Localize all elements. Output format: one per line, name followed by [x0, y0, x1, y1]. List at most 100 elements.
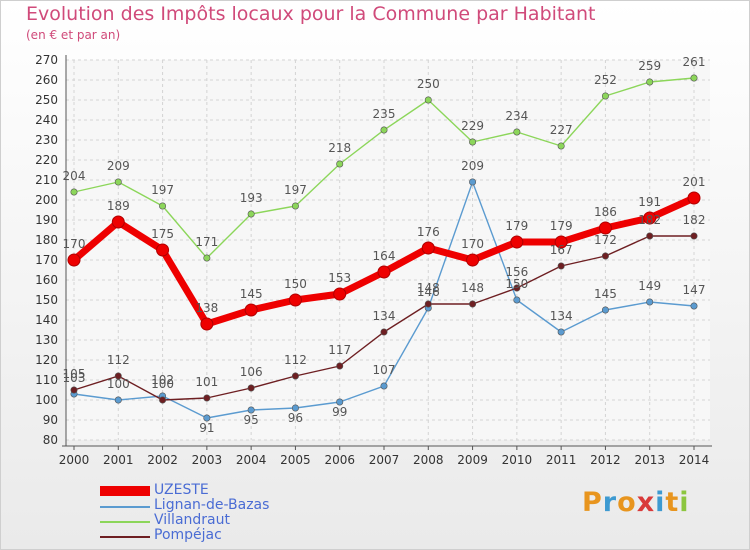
- data-label-uzeste: 179: [505, 219, 528, 233]
- data-label-villandraut: 197: [151, 183, 174, 197]
- data-point-villandraut: [70, 188, 78, 196]
- x-tick-label: 2009: [457, 453, 488, 467]
- data-label-uzeste: 176: [417, 225, 440, 239]
- data-point-uzeste: [554, 235, 568, 249]
- data-label-pomp-jac: 182: [683, 213, 706, 227]
- data-point-pomp-jac: [159, 396, 167, 404]
- data-point-lignan-de-bazas: [247, 406, 255, 414]
- data-label-pomp-jac: 156: [505, 265, 528, 279]
- y-tick-label: 110: [35, 373, 58, 387]
- y-tick-label: 220: [35, 153, 58, 167]
- data-point-villandraut: [557, 142, 565, 150]
- data-point-uzeste: [466, 253, 480, 267]
- data-label-villandraut: 193: [240, 191, 263, 205]
- data-label-pomp-jac: 112: [107, 353, 130, 367]
- data-label-uzeste: 170: [461, 237, 484, 251]
- data-point-villandraut: [380, 126, 388, 134]
- data-label-villandraut: 229: [461, 119, 484, 133]
- data-label-villandraut: 234: [505, 109, 528, 123]
- y-tick-label: 90: [43, 413, 58, 427]
- y-tick-label: 140: [35, 313, 58, 327]
- data-label-villandraut: 227: [550, 123, 573, 137]
- legend-swatch: [100, 536, 150, 538]
- data-point-uzeste: [244, 303, 258, 317]
- y-tick-label: 240: [35, 113, 58, 127]
- legend-label: Villandraut: [154, 512, 230, 528]
- y-tick-label: 100: [35, 393, 58, 407]
- data-point-pomp-jac: [336, 362, 344, 370]
- data-point-lignan-de-bazas: [380, 382, 388, 390]
- data-point-uzeste: [687, 191, 701, 205]
- data-point-lignan-de-bazas: [601, 306, 609, 314]
- y-tick-label: 230: [35, 133, 58, 147]
- data-label-uzeste: 179: [550, 219, 573, 233]
- y-tick-label: 180: [35, 233, 58, 247]
- data-point-pomp-jac: [646, 232, 654, 240]
- x-tick-label: 2012: [590, 453, 621, 467]
- data-point-pomp-jac: [380, 328, 388, 336]
- data-label-villandraut: 204: [63, 169, 86, 183]
- data-point-villandraut: [291, 202, 299, 210]
- data-label-pomp-jac: 148: [461, 281, 484, 295]
- data-point-lignan-de-bazas: [690, 302, 698, 310]
- data-point-uzeste: [421, 241, 435, 255]
- legend-swatch: [100, 521, 150, 523]
- data-label-uzeste: 170: [63, 237, 86, 251]
- logo-letter: o: [617, 487, 637, 518]
- data-label-pomp-jac: 105: [63, 367, 86, 381]
- data-label-pomp-jac: 112: [284, 353, 307, 367]
- data-label-lignan-de-bazas: 146: [417, 285, 440, 299]
- legend-label: Lignan-de-Bazas: [154, 497, 270, 513]
- data-label-uzeste: 150: [284, 277, 307, 291]
- data-point-pomp-jac: [601, 252, 609, 260]
- data-point-lignan-de-bazas: [469, 178, 477, 186]
- x-tick-label: 2014: [679, 453, 710, 467]
- y-tick-label: 190: [35, 213, 58, 227]
- x-tick-label: 2004: [236, 453, 267, 467]
- data-point-villandraut: [336, 160, 344, 168]
- x-tick-label: 2005: [280, 453, 311, 467]
- y-tick-label: 270: [35, 53, 58, 67]
- data-label-pomp-jac: 134: [373, 309, 396, 323]
- data-label-uzeste: 189: [107, 199, 130, 213]
- data-label-lignan-de-bazas: 96: [288, 411, 303, 425]
- logo-letter: r: [602, 487, 618, 518]
- x-tick-label: 2006: [324, 453, 355, 467]
- logo-letter: P: [582, 487, 603, 518]
- data-label-villandraut: 197: [284, 183, 307, 197]
- data-label-uzeste: 138: [195, 301, 218, 315]
- data-label-uzeste: 145: [240, 287, 263, 301]
- data-point-uzeste: [377, 265, 391, 279]
- x-tick-label: 2003: [192, 453, 223, 467]
- x-tick-label: 2007: [369, 453, 400, 467]
- data-label-villandraut: 252: [594, 73, 617, 87]
- data-label-lignan-de-bazas: 99: [332, 405, 347, 419]
- data-point-pomp-jac: [70, 386, 78, 394]
- logo-letter: x: [636, 487, 656, 518]
- data-label-uzeste: 164: [373, 249, 396, 263]
- x-tick-label: 2013: [634, 453, 665, 467]
- data-label-uzeste: 201: [683, 175, 706, 189]
- logo-letter: t: [665, 487, 680, 518]
- series: [67, 74, 701, 422]
- data-point-uzeste: [333, 287, 347, 301]
- data-label-lignan-de-bazas: 102: [151, 373, 174, 387]
- axes: 8090100110120130140150160170180190200210…: [35, 53, 712, 467]
- data-point-pomp-jac: [690, 232, 698, 240]
- legend-label: Pompéjac: [154, 527, 222, 543]
- legend-swatch: [100, 486, 150, 496]
- data-point-uzeste: [111, 215, 125, 229]
- data-point-villandraut: [469, 138, 477, 146]
- x-tick-label: 2002: [147, 453, 178, 467]
- data-labels: 170 189 175 138 145 150 153 164 176 170 179 179 186 1…: [63, 55, 706, 435]
- data-point-villandraut: [690, 74, 698, 82]
- y-tick-label: 130: [35, 333, 58, 347]
- data-label-villandraut: 171: [195, 235, 218, 249]
- data-point-villandraut: [247, 210, 255, 218]
- data-point-villandraut: [159, 202, 167, 210]
- data-label-pomp-jac: 148: [417, 281, 440, 295]
- data-point-villandraut: [114, 178, 122, 186]
- grid: [66, 59, 710, 441]
- data-label-villandraut: 209: [107, 159, 130, 173]
- x-tick-label: 2001: [103, 453, 134, 467]
